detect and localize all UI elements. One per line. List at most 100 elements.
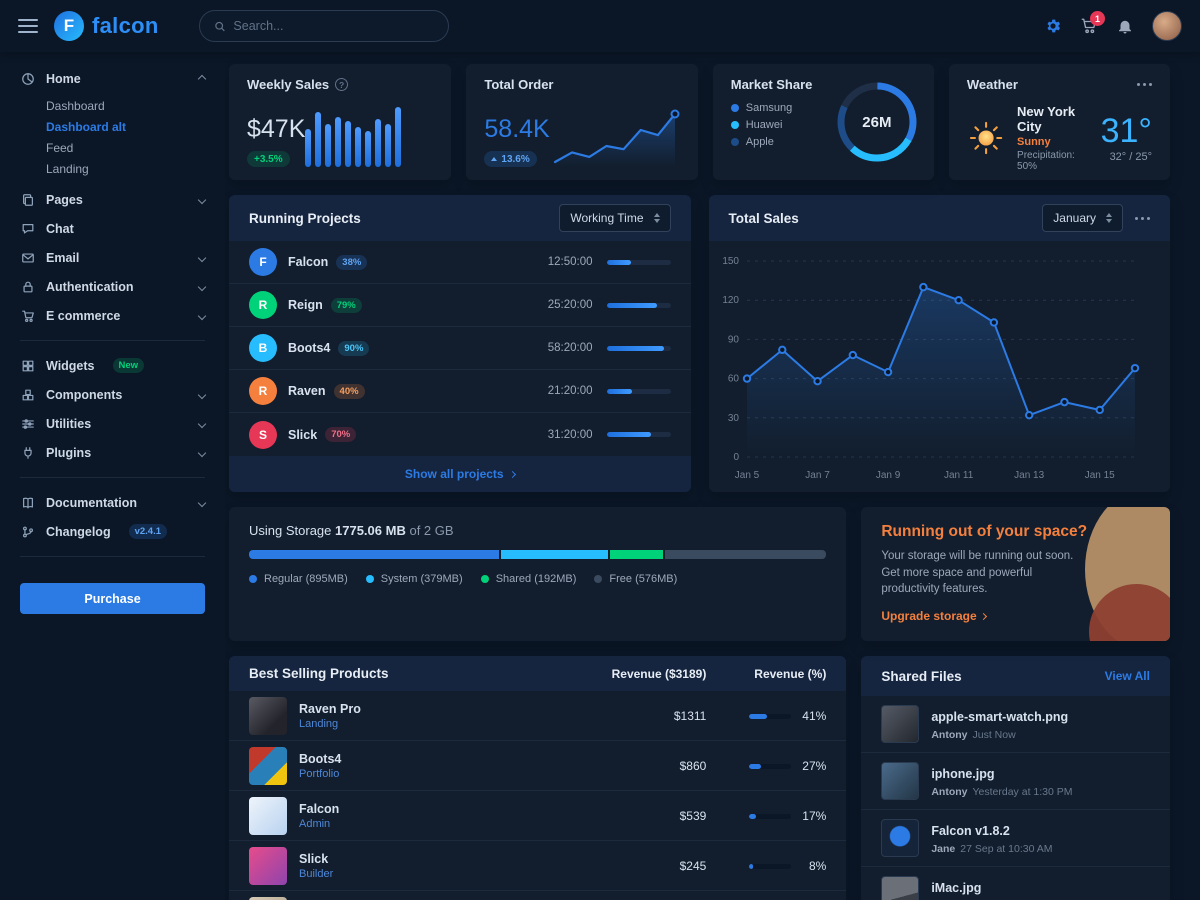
weather-precipitation: Precipitation: 50% <box>1017 150 1075 172</box>
hamburger-menu-icon[interactable] <box>18 19 38 33</box>
legend-dot <box>594 575 603 583</box>
brand-logo[interactable]: F falcon <box>54 11 159 41</box>
product-name-link[interactable]: Raven Pro <box>299 702 361 717</box>
product-category-link[interactable]: Builder <box>299 868 334 881</box>
view-all-link[interactable]: View All <box>1104 669 1150 684</box>
project-name-link[interactable]: Reign <box>288 298 323 312</box>
product-name-link[interactable]: Slick <box>299 852 329 867</box>
show-all-projects-link[interactable]: Show all projects <box>229 456 691 492</box>
product-name-link[interactable]: Falcon <box>299 802 340 817</box>
notifications-button[interactable] <box>1116 17 1134 35</box>
sidebar-item-widgets[interactable]: Widgets New <box>20 351 205 380</box>
svg-text:150: 150 <box>722 256 739 267</box>
svg-text:120: 120 <box>722 295 739 306</box>
file-name-link[interactable]: iphone.jpg <box>931 766 995 781</box>
project-name-link[interactable]: Raven <box>288 384 326 398</box>
product-category-link[interactable]: Admin <box>299 818 331 831</box>
weekly-sales-value: $47K <box>247 115 306 143</box>
file-user: Antony <box>931 728 968 741</box>
sidebar-item-feed[interactable]: Feed <box>46 140 74 155</box>
weekly-sales-badge: +3.5% <box>247 151 290 167</box>
search-box[interactable] <box>198 10 449 42</box>
brand-name: falcon <box>92 13 159 38</box>
user-avatar[interactable] <box>1152 11 1182 41</box>
project-name-link[interactable]: Slick <box>288 427 318 442</box>
sidebar: Home Dashboard Dashboard alt Feed Landin… <box>0 52 225 900</box>
settings-button[interactable] <box>1044 17 1062 35</box>
legend-item: Huawei <box>730 119 916 131</box>
product-revenue: $539 <box>679 809 707 824</box>
sidebar-item-email[interactable]: Email <box>20 243 207 272</box>
sidebar-item-changelog[interactable]: Changelog v2.4.1 <box>20 517 205 546</box>
storage-segment-regular <box>249 550 500 559</box>
chevron-down-icon <box>197 448 207 457</box>
sidebar-item-utilities[interactable]: Utilities <box>20 409 207 438</box>
sidebar-home-submenu: Dashboard Dashboard alt Feed Landing <box>20 93 205 185</box>
sidebar-item-dashboard-alt[interactable]: Dashboard alt <box>46 119 127 134</box>
sidebar-item-plugins[interactable]: Plugins <box>20 438 207 467</box>
project-time: 12:50:00 <box>547 256 593 268</box>
bottom-row: Best Selling Products Revenue ($3189) Re… <box>229 656 1170 900</box>
blocks-icon <box>20 388 36 402</box>
copy-icon <box>20 193 36 207</box>
file-name-link[interactable]: Falcon v1.8.2 <box>931 823 1010 838</box>
product-revenue: $1311 <box>673 709 707 724</box>
product-category-link[interactable]: Portfolio <box>299 768 340 781</box>
weekly-sales-chart <box>305 107 433 167</box>
svg-text:60: 60 <box>727 374 739 385</box>
sidebar-item-dashboard[interactable]: Dashboard <box>46 98 105 113</box>
upgrade-space-card: Running out of your space? Your storage … <box>861 507 1170 642</box>
sidebar-item-pages[interactable]: Pages <box>20 185 207 214</box>
revenue-pct-bar <box>749 713 792 719</box>
project-badge: 70% <box>325 427 357 442</box>
best-selling-card: Best Selling Products Revenue ($3189) Re… <box>229 656 847 900</box>
help-icon[interactable]: ? <box>335 78 349 91</box>
shared-files-card: Shared Files View All apple-smart-watch.… <box>861 656 1170 900</box>
legend-item: Shared (192MB) <box>480 573 576 585</box>
sidebar-item-components[interactable]: Components <box>20 380 207 409</box>
sidebar-item-label: Home <box>46 71 81 86</box>
working-time-select[interactable]: Working Time <box>559 204 671 232</box>
file-time: Just Now <box>972 728 1016 741</box>
sidebar-item-chat[interactable]: Chat <box>20 214 205 243</box>
upgrade-storage-link[interactable]: Upgrade storage <box>881 609 987 623</box>
envelope-icon <box>20 251 36 265</box>
project-badge: 90% <box>338 340 370 356</box>
sidebar-item-landing[interactable]: Landing <box>46 161 89 176</box>
project-time: 21:20:00 <box>547 385 593 397</box>
file-name-link[interactable]: apple-smart-watch.png <box>931 709 1069 724</box>
legend-dot <box>249 575 257 583</box>
project-row: F Falcon 38% 12:50:00 <box>229 241 691 284</box>
card-menu-icon[interactable] <box>1135 213 1150 224</box>
project-name-link[interactable]: Falcon <box>288 255 329 269</box>
sort-arrows-icon <box>653 213 660 223</box>
sidebar-item-label: Changelog <box>46 524 111 539</box>
sidebar-item-ecommerce[interactable]: E commerce <box>20 301 207 330</box>
cart-button[interactable]: 1 <box>1080 11 1105 35</box>
pie-chart-icon <box>20 72 36 86</box>
search-input[interactable] <box>233 19 434 33</box>
market-share-card: Market Share Samsung Huawei Apple 26M <box>712 64 934 180</box>
file-row: apple-smart-watch.png Antony Just Now <box>861 696 1170 754</box>
cart-count-badge: 1 <box>1090 11 1105 26</box>
sidebar-item-authentication[interactable]: Authentication <box>20 272 207 301</box>
product-revenue: $860 <box>679 759 707 774</box>
project-time: 58:20:00 <box>547 342 593 354</box>
project-badge: 38% <box>336 254 368 270</box>
legend-dot <box>480 575 489 583</box>
sidebar-item-documentation[interactable]: Documentation <box>20 488 207 517</box>
product-category-link[interactable]: Landing <box>299 718 339 731</box>
chevron-right-icon <box>979 612 987 620</box>
middle-row: Running Projects Working Time F Falcon 3… <box>229 195 1170 492</box>
sidebar-item-home[interactable]: Home <box>20 64 207 93</box>
svg-text:Jan 15: Jan 15 <box>1084 470 1114 481</box>
sidebar-item-label: Plugins <box>46 445 92 460</box>
month-select[interactable]: January <box>1042 204 1123 232</box>
project-name-link[interactable]: Boots4 <box>288 341 331 355</box>
lock-icon <box>20 280 36 294</box>
sidebar-item-label: Utilities <box>46 416 92 431</box>
product-name-link[interactable]: Boots4 <box>299 752 342 767</box>
purchase-button[interactable]: Purchase <box>20 583 205 614</box>
file-name-link[interactable]: iMac.jpg <box>931 880 982 895</box>
card-menu-icon[interactable] <box>1137 79 1152 90</box>
